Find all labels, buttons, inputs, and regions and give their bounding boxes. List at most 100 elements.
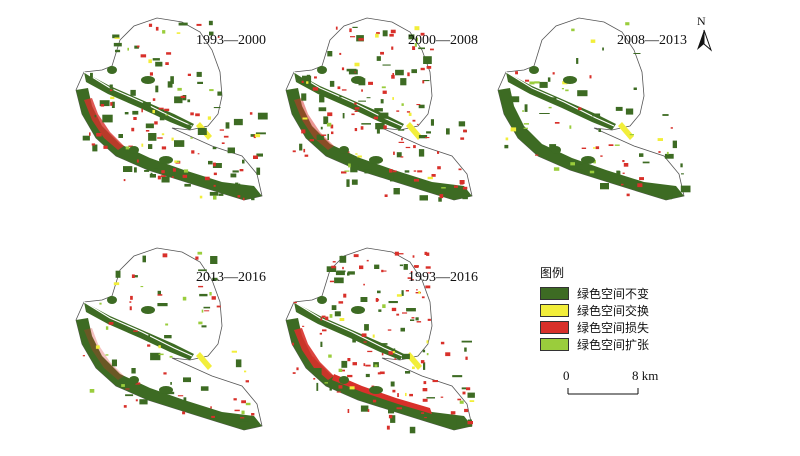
change-patch (405, 146, 411, 149)
change-patch (134, 275, 138, 278)
change-patch (190, 137, 193, 139)
change-patch (339, 318, 345, 321)
change-patch (420, 360, 425, 364)
change-patch (184, 183, 191, 187)
change-patch (391, 307, 397, 312)
change-patch (539, 113, 550, 114)
change-patch (437, 166, 441, 170)
change-patch (162, 30, 166, 34)
change-patch (245, 380, 249, 383)
change-patch (113, 282, 120, 286)
change-patch (457, 398, 462, 401)
change-patch (135, 399, 138, 402)
change-patch (394, 251, 399, 256)
change-patch (347, 409, 350, 413)
change-patch (389, 33, 394, 37)
change-patch (170, 382, 172, 385)
change-patch (209, 31, 214, 36)
change-patch (392, 73, 394, 76)
change-patch (245, 402, 251, 406)
change-patch (633, 87, 637, 90)
change-patch (195, 256, 199, 260)
change-patch (373, 116, 378, 120)
change-patch (394, 358, 397, 360)
change-patch (406, 308, 416, 312)
change-patch (338, 385, 343, 389)
change-patch (125, 394, 134, 397)
change-patch (183, 169, 189, 173)
change-patch (375, 298, 379, 302)
change-patch (320, 341, 323, 347)
change-patch (410, 271, 413, 274)
change-patch (174, 96, 183, 104)
change-patch (91, 143, 96, 146)
change-patch (111, 359, 117, 367)
change-patch (342, 369, 345, 372)
change-patch (349, 28, 352, 33)
change-patch (413, 145, 416, 149)
change-patch (600, 155, 603, 157)
change-patch (342, 113, 345, 119)
change-patch (418, 291, 421, 294)
change-patch (388, 351, 394, 355)
change-patch (553, 167, 560, 171)
change-patch (511, 96, 520, 103)
change-patch (125, 146, 130, 150)
scale-start-label: 0 (563, 368, 570, 383)
change-patch (152, 109, 155, 114)
change-patch (375, 123, 385, 130)
park-patch (317, 66, 327, 74)
change-patch (462, 391, 466, 395)
change-patch (144, 170, 150, 172)
change-patch (108, 322, 114, 325)
change-patch (354, 110, 358, 112)
change-patch (426, 252, 430, 256)
change-patch (459, 400, 464, 404)
change-patch (204, 310, 210, 312)
change-patch (420, 32, 425, 36)
change-patch (410, 279, 414, 281)
park-patch (369, 156, 383, 164)
change-patch (426, 397, 435, 399)
change-patch (209, 292, 212, 296)
change-patch (392, 170, 397, 173)
change-patch (341, 171, 347, 174)
change-patch (314, 76, 317, 79)
change-patch (411, 69, 417, 74)
change-patch (209, 89, 214, 92)
change-patch (115, 49, 121, 53)
change-patch (639, 153, 644, 157)
change-patch (340, 255, 343, 260)
change-patch (302, 117, 308, 120)
change-patch (445, 352, 451, 357)
change-patch (593, 147, 596, 149)
change-patch (364, 169, 372, 174)
change-patch (325, 316, 329, 321)
change-patch (253, 134, 256, 139)
change-patch (235, 182, 239, 191)
change-patch (658, 151, 661, 153)
change-patch (401, 137, 403, 141)
change-patch (398, 253, 404, 255)
change-patch (336, 378, 341, 381)
change-patch (316, 382, 319, 391)
change-patch (292, 372, 296, 374)
change-patch (467, 392, 475, 398)
change-patch (680, 185, 691, 193)
north-arrow-icon (697, 29, 713, 52)
change-patch (99, 302, 102, 305)
change-patch (376, 126, 380, 134)
change-patch (231, 350, 237, 353)
change-patch (187, 99, 191, 103)
change-patch (211, 296, 216, 300)
change-patch (114, 37, 120, 39)
change-patch (576, 58, 579, 64)
change-patch (134, 167, 137, 173)
change-patch (347, 374, 353, 378)
change-patch (352, 26, 358, 28)
change-patch (352, 362, 357, 366)
change-patch (458, 121, 466, 127)
change-patch (293, 301, 297, 304)
change-patch (178, 22, 188, 26)
change-patch (379, 343, 388, 345)
